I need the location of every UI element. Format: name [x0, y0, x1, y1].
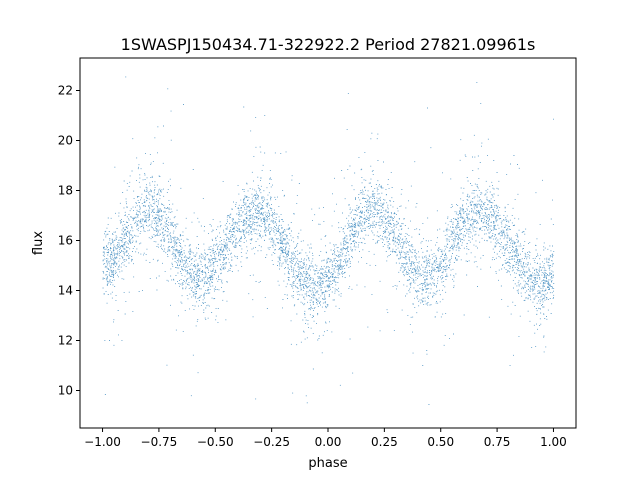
- scatter-points: [102, 76, 555, 405]
- chart-title: 1SWASPJ150434.71-322922.2 Period 27821.0…: [121, 35, 536, 54]
- x-tick-label: −0.50: [197, 435, 234, 449]
- x-tick-label: 1.00: [540, 435, 567, 449]
- x-tick-label: −1.00: [84, 435, 121, 449]
- y-tick-label: 20: [58, 134, 73, 148]
- y-tick-label: 18: [58, 184, 73, 198]
- y-tick-label: 14: [58, 284, 73, 298]
- x-axis-label: phase: [308, 456, 347, 471]
- x-tick-label: 0.00: [315, 435, 342, 449]
- y-tick-label: 16: [58, 234, 73, 248]
- flux-points: [102, 76, 555, 405]
- x-axis-ticks: −1.00 −0.75 −0.50 −0.25 0.00 0.25 0.50 0.75 1.00: [84, 428, 567, 449]
- y-axis-ticks: 10 12 14 16 18 20 22: [58, 84, 80, 398]
- x-tick-label: 0.75: [484, 435, 511, 449]
- y-tick-label: 12: [58, 334, 73, 348]
- x-tick-label: 0.50: [427, 435, 454, 449]
- y-tick-label: 10: [58, 384, 73, 398]
- y-axis-label: flux: [31, 231, 46, 255]
- x-tick-label: −0.25: [253, 435, 290, 449]
- x-tick-label: −0.75: [141, 435, 178, 449]
- x-tick-label: 0.25: [371, 435, 398, 449]
- y-tick-label: 22: [58, 84, 73, 98]
